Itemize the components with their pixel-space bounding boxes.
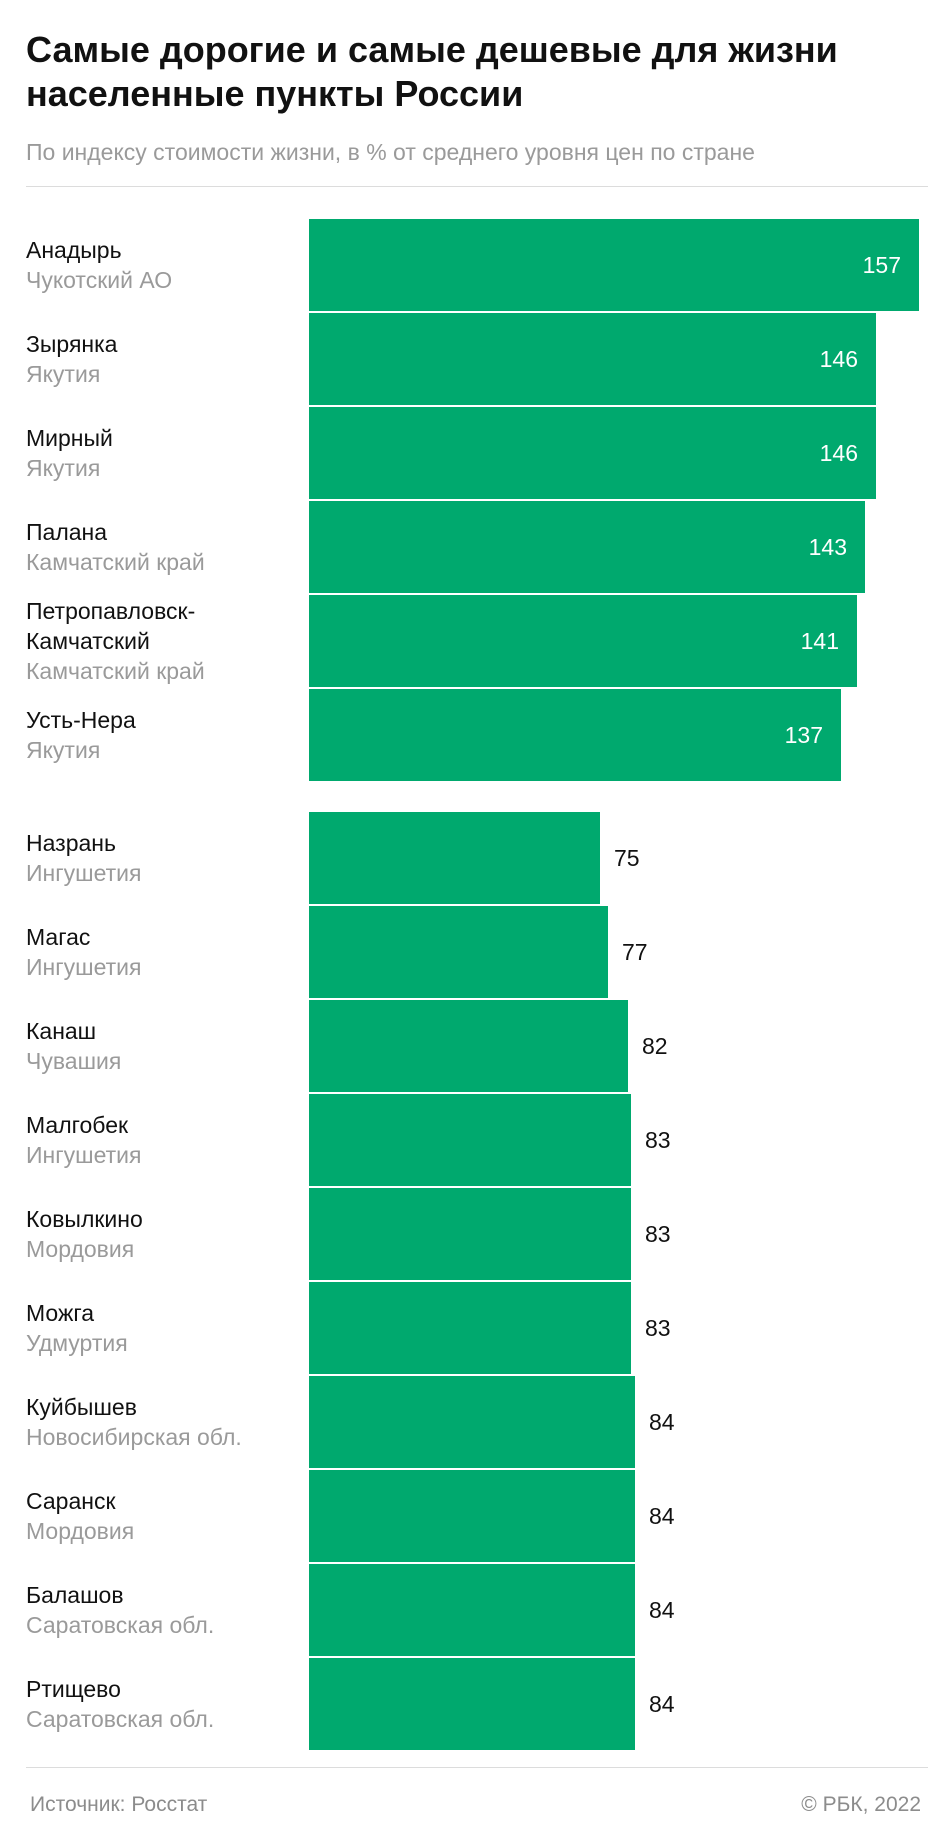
bar-value-label: 75 (614, 845, 640, 871)
bar (309, 906, 608, 998)
row-label: Зырянка Якутия (26, 329, 306, 389)
bar-value-label: 146 (819, 346, 858, 372)
bar-value-label: 137 (784, 722, 823, 748)
region-name: Якутия (26, 737, 101, 763)
region-name: Мордовия (26, 1518, 135, 1544)
bar (309, 1470, 635, 1562)
city-name: Малгобек (26, 1112, 129, 1138)
region-name: Чукотский АО (26, 267, 173, 293)
city-name-continued: Камчатский (26, 628, 150, 654)
region-name: Саратовская обл. (26, 1612, 215, 1638)
region-name: Мордовия (26, 1236, 135, 1262)
city-name: Канаш (26, 1018, 97, 1044)
chart-title-line-2: населенные пункты России (26, 73, 524, 114)
row-label: Назрань Ингушетия (26, 828, 306, 888)
chart-title-line-1: Самые дорогие и самые дешевые для жизни (26, 29, 838, 70)
city-name: Саранск (26, 1488, 116, 1514)
row-label: Ртищево Саратовская обл. (26, 1674, 306, 1734)
bar-value-label: 82 (642, 1033, 668, 1059)
bar-value-label: 146 (819, 440, 858, 466)
city-name: Можга (26, 1300, 95, 1326)
city-name: Балашов (26, 1582, 124, 1608)
bar (309, 689, 841, 781)
bar (309, 313, 876, 405)
bar-value-label: 84 (649, 1597, 675, 1623)
city-name: Ртищево (26, 1676, 121, 1702)
region-name: Удмуртия (26, 1330, 128, 1356)
bar (309, 1376, 635, 1468)
region-name: Новосибирская обл. (26, 1424, 242, 1450)
city-name: Петропавловск- (26, 598, 196, 624)
bar-value-label: 143 (808, 534, 847, 560)
row-label: Усть-Нера Якутия (26, 705, 306, 765)
bar (309, 219, 919, 311)
bar (309, 1094, 631, 1186)
city-name: Зырянка (26, 331, 118, 357)
region-name: Ингушетия (26, 954, 142, 980)
bar-value-label: 83 (645, 1315, 671, 1341)
bar (309, 812, 600, 904)
bar-value-label: 84 (649, 1503, 675, 1529)
bar-value-label: 77 (622, 939, 648, 965)
city-name: Назрань (26, 830, 116, 856)
header-divider (26, 186, 928, 187)
bar-value-label: 141 (800, 628, 839, 654)
city-name: Анадырь (26, 237, 122, 263)
row-label: Саранск Мордовия (26, 1486, 306, 1546)
footer-divider (26, 1767, 928, 1768)
row-label: Куйбышев Новосибирская обл. (26, 1392, 306, 1452)
row-label: Балашов Саратовская обл. (26, 1580, 306, 1640)
region-name: Камчатский край (26, 658, 205, 684)
region-name: Якутия (26, 361, 101, 387)
row-label: Мирный Якутия (26, 423, 306, 483)
bar-value-label: 83 (645, 1127, 671, 1153)
bar (309, 1564, 635, 1656)
bar-value-label: 83 (645, 1221, 671, 1247)
chart-title: Самые дорогие и самые дешевые для жизни … (26, 28, 916, 116)
chart-subtitle: По индексу стоимости жизни, в % от средн… (26, 139, 755, 165)
city-name: Усть-Нера (26, 707, 136, 733)
bar (309, 1000, 628, 1092)
row-label: Ковылкино Мордовия (26, 1204, 306, 1264)
region-name: Ингушетия (26, 1142, 142, 1168)
bar (309, 1658, 635, 1750)
row-label: Петропавловск- Камчатский Камчатский край (26, 596, 306, 686)
region-name: Ингушетия (26, 860, 142, 886)
city-name: Куйбышев (26, 1394, 137, 1420)
bar-value-label: 84 (649, 1409, 675, 1435)
bar (309, 501, 865, 593)
city-name: Магас (26, 924, 91, 950)
row-label: Можга Удмуртия (26, 1298, 306, 1358)
bar-value-label: 84 (649, 1691, 675, 1717)
region-name: Чувашия (26, 1048, 122, 1074)
row-label: Анадырь Чукотский АО (26, 235, 306, 295)
bar (309, 1188, 631, 1280)
city-name: Ковылкино (26, 1206, 143, 1232)
row-label: Малгобек Ингушетия (26, 1110, 306, 1170)
region-name: Якутия (26, 455, 101, 481)
row-label: Магас Ингушетия (26, 922, 306, 982)
city-name: Мирный (26, 425, 113, 451)
row-label: Палана Камчатский край (26, 517, 306, 577)
bar (309, 407, 876, 499)
row-label: Канаш Чувашия (26, 1016, 306, 1076)
bar (309, 1282, 631, 1374)
city-name: Палана (26, 519, 108, 545)
copyright-note: © РБК, 2022 (801, 1793, 921, 1816)
bar-value-label: 157 (862, 252, 901, 278)
region-name: Камчатский край (26, 549, 205, 575)
bar (309, 595, 857, 687)
region-name: Саратовская обл. (26, 1706, 215, 1732)
source-note: Источник: Росстат (30, 1793, 208, 1816)
